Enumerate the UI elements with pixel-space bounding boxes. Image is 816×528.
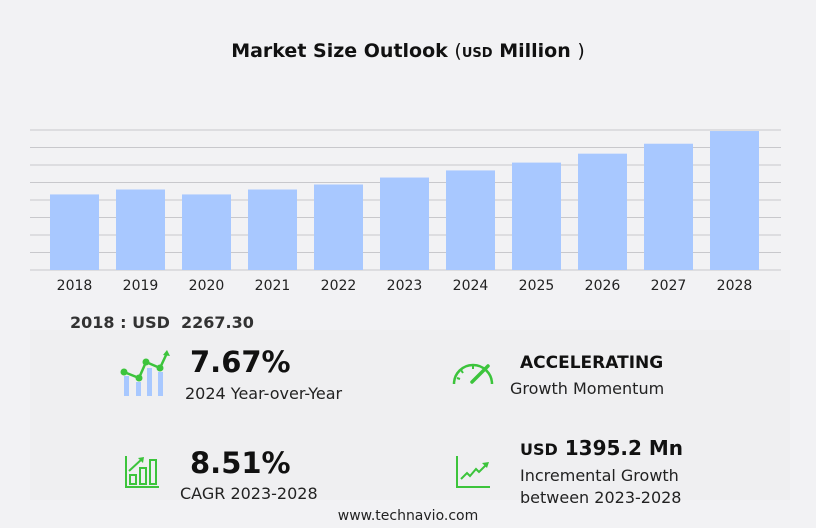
- base-currency: USD: [132, 313, 170, 332]
- bar-2021: [248, 189, 297, 270]
- base-year-value: 2018 : USD 2267.30: [70, 313, 254, 332]
- incremental-value: USD 1395.2 Mn: [520, 436, 683, 460]
- base-value: 2267.30: [181, 313, 254, 332]
- bar-2020: [182, 194, 231, 270]
- footer-url: www.technavio.com: [337, 508, 479, 524]
- incremental-label: Incremental Growth: [520, 466, 679, 485]
- incremental-currency: USD: [520, 440, 558, 459]
- cagr-value: 8.51%: [190, 446, 291, 480]
- bar-2026: [578, 153, 627, 270]
- incremental-period: between 2023-2028: [520, 488, 682, 507]
- bar-2019: [116, 189, 165, 270]
- base-sep: :: [114, 313, 133, 332]
- title-paren: (: [454, 40, 462, 62]
- chart-title: Market Size Outlook (USD Million ): [0, 40, 816, 62]
- x-tick-label: 2018: [57, 278, 93, 294]
- title-unit: USD: [461, 46, 493, 61]
- x-tick-label: 2027: [651, 278, 687, 294]
- x-tick-label: 2026: [585, 278, 621, 294]
- bar-2028: [710, 131, 759, 270]
- bar-2023: [380, 177, 429, 270]
- x-tick-label: 2020: [189, 278, 225, 294]
- x-tick-label: 2028: [717, 278, 753, 294]
- bar-2018: [50, 194, 99, 270]
- bar-chart: 2018 2019 2020 2021 2022 2023 2024 2025 2026 2027…: [30, 129, 781, 294]
- x-tick-label: 2021: [255, 278, 291, 294]
- bar-growth-icon: [125, 456, 159, 488]
- bar-2025: [512, 162, 561, 270]
- momentum-label: Growth Momentum: [510, 379, 665, 398]
- bar-2022: [314, 184, 363, 270]
- x-tick-label: 2023: [387, 278, 423, 294]
- bar-2027: [644, 143, 693, 270]
- x-tick-label: 2022: [321, 278, 357, 294]
- title-paren: ): [577, 40, 585, 62]
- yoy-value: 7.67%: [190, 345, 291, 379]
- title-text: Market Size Outlook: [231, 40, 448, 62]
- x-tick-label: 2024: [453, 278, 489, 294]
- title-label: Million: [499, 40, 571, 62]
- x-tick-label: 2025: [519, 278, 555, 294]
- incremental-amount: 1395.2 Mn: [564, 436, 684, 460]
- x-tick-label: 2019: [123, 278, 159, 294]
- base-year: 2018: [70, 313, 115, 332]
- growth-chart-icon: [120, 350, 170, 396]
- cagr-label: CAGR 2023-2028: [180, 484, 318, 503]
- speedometer-icon: [452, 363, 494, 385]
- bar-2024: [446, 170, 495, 270]
- yoy-label: 2024 Year-over-Year: [185, 384, 343, 403]
- trend-line-icon: [456, 456, 490, 488]
- momentum-value: ACCELERATING: [520, 353, 664, 373]
